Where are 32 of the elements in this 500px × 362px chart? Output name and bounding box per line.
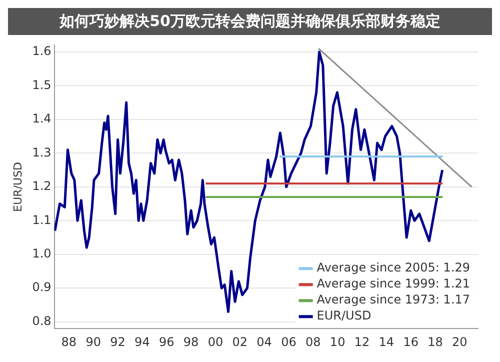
y-axis-title: EUR/USD xyxy=(11,162,24,212)
x-tick-label: 16 xyxy=(403,334,418,349)
x-tick-label: 94 xyxy=(134,334,150,349)
y-tick-label: 0.9 xyxy=(32,280,52,294)
x-tick-label: 14 xyxy=(378,334,394,349)
x-tick-label: 18 xyxy=(428,334,443,349)
y-tick-label: 1.2 xyxy=(32,179,52,194)
y-tick-label: 1.5 xyxy=(32,78,52,92)
y-tick-label: 1.3 xyxy=(32,145,52,160)
legend-label: EUR/USD xyxy=(316,308,372,323)
x-tick-label: 08 xyxy=(306,334,321,349)
y-tick-label: 1.4 xyxy=(32,112,52,126)
x-tick-label: 10 xyxy=(330,334,346,349)
x-tick-label: 06 xyxy=(281,334,296,349)
y-tick-label: 0.8 xyxy=(32,314,52,328)
x-tick-label: 98 xyxy=(183,334,199,349)
x-tick-label: 04 xyxy=(256,334,272,349)
y-tick-label: 1.6 xyxy=(32,44,52,58)
legend-label: Average since 2005: 1.29 xyxy=(316,260,470,275)
x-tick-label: 88 xyxy=(61,334,77,349)
x-tick-label: 12 xyxy=(354,334,370,349)
y-tick-label: 1.0 xyxy=(32,246,52,260)
x-tick-label: 20 xyxy=(452,334,468,349)
chart-title: 如何巧妙解决50万欧元转会费问题并确保俱乐部财务稳定 xyxy=(8,8,492,35)
x-tick-label: 00 xyxy=(208,334,224,349)
legend-label: Average since 1999: 1.21 xyxy=(316,276,470,291)
x-tick-label: 90 xyxy=(86,334,101,349)
x-tick-label: 92 xyxy=(110,334,126,349)
x-tick-label: 02 xyxy=(232,334,248,349)
x-tick-label: 96 xyxy=(158,334,174,349)
y-tick-label: 1.1 xyxy=(32,212,52,227)
legend-label: Average since 1973: 1.17 xyxy=(316,292,470,307)
